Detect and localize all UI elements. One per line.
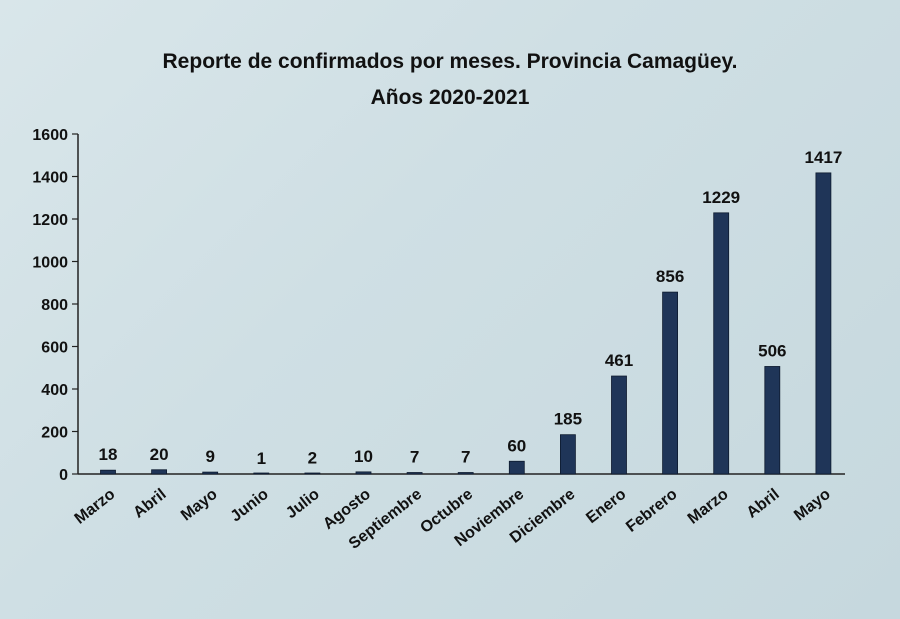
bar (713, 212, 730, 475)
data-label: 20 (150, 445, 169, 464)
data-label: 10 (354, 447, 373, 466)
x-category-label: Marzo (72, 486, 119, 528)
x-category-label: Abril (744, 486, 783, 522)
x-category-label: Abril (130, 486, 169, 522)
data-label: 506 (758, 341, 786, 360)
bar-series (100, 172, 832, 475)
data-labels: 18 20 9 1 2 10 7 7 60 185 461 856 1229 506 1417 (99, 148, 843, 468)
data-label: 60 (507, 436, 526, 455)
chart-subtitle: Años 2020-2021 (370, 86, 530, 109)
x-category-label: Mayo (791, 486, 834, 525)
x-category-label: Junio (228, 486, 272, 526)
y-tick-label: 1600 (32, 127, 68, 144)
y-tick-label: 600 (41, 340, 68, 357)
data-label: 18 (99, 445, 118, 464)
x-category-label: Enero (583, 486, 629, 527)
y-tick-label: 1200 (32, 212, 68, 229)
bar (560, 434, 576, 475)
chart-title: Reporte de confirmados por meses. Provin… (162, 50, 738, 73)
bar (253, 472, 270, 475)
x-category-label: Marzo (685, 486, 732, 528)
bar (815, 172, 832, 475)
data-label: 461 (605, 351, 633, 370)
data-label: 1229 (702, 188, 740, 207)
bar (611, 375, 627, 475)
data-label: 2 (308, 449, 317, 468)
y-tick-label: 1400 (32, 170, 68, 187)
bar (508, 460, 525, 475)
y-tick-label: 200 (41, 425, 68, 442)
data-label: 1417 (804, 148, 842, 167)
category-labels: Marzo Abril Mayo Junio JulioAgostoSeptiembre… (72, 486, 834, 553)
bar (457, 472, 474, 475)
bar (304, 472, 321, 475)
bar (662, 291, 678, 475)
y-tick-label: 800 (41, 297, 68, 314)
x-category-label: Febrero (623, 486, 681, 536)
bar (202, 471, 219, 475)
y-tick-label: 1000 (32, 255, 68, 272)
bar (100, 469, 116, 475)
x-category-label: Julio (283, 486, 323, 523)
bar (406, 472, 423, 475)
data-label: 7 (461, 448, 470, 467)
bar (151, 469, 168, 475)
data-label: 185 (554, 410, 582, 429)
y-tick-label: 0 (59, 467, 68, 484)
data-label: 7 (410, 448, 419, 467)
bar (764, 366, 781, 475)
bar (355, 471, 372, 475)
x-category-label: Mayo (178, 486, 221, 525)
data-label: 856 (656, 267, 684, 286)
y-tick-label: 400 (41, 382, 68, 399)
data-label: 9 (205, 447, 214, 466)
data-label: 1 (257, 449, 266, 468)
